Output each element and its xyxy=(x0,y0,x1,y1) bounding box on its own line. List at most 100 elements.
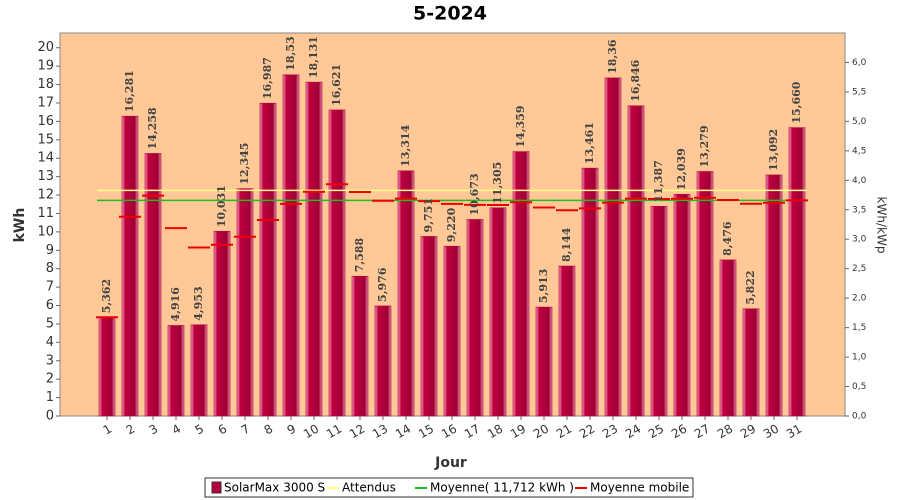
x-tick-label: 12 xyxy=(347,422,367,442)
value-label: 16,281 xyxy=(123,70,136,112)
value-label: 8,476 xyxy=(721,221,734,256)
chart-title: 5-2024 xyxy=(413,3,487,25)
bar xyxy=(604,77,622,417)
x-tick-label: 23 xyxy=(600,422,620,442)
value-label: 4,916 xyxy=(169,287,182,322)
y2-tick-label: 3,0 xyxy=(852,235,867,245)
legend: SolarMax 3000 S Attendus Moyenne( 11,712 k… xyxy=(204,477,694,498)
x-tick-label: 15 xyxy=(416,422,436,442)
bar xyxy=(650,206,668,417)
bar xyxy=(719,259,737,417)
y-tick-label: 4 xyxy=(46,335,54,350)
bar xyxy=(351,275,369,417)
bar xyxy=(512,151,530,417)
y2-tick-label: 0,0 xyxy=(852,412,867,422)
value-label: 11,387 xyxy=(652,160,665,202)
value-label: 5,822 xyxy=(744,270,757,304)
y2-axis-label: kWh/kWp xyxy=(875,197,889,254)
y-tick-label: 5 xyxy=(46,316,54,331)
value-label: 11,305 xyxy=(491,162,504,204)
value-label: 4,953 xyxy=(192,286,205,320)
x-tick-label: 17 xyxy=(462,422,482,442)
y-tick-label: 8 xyxy=(46,261,54,276)
value-label: 12,039 xyxy=(675,148,688,190)
value-label: 16,621 xyxy=(330,64,343,106)
y-tick-label: 16 xyxy=(37,114,54,129)
y2-tick-label: 2,0 xyxy=(852,294,867,304)
bar xyxy=(742,308,760,417)
x-tick-label: 31 xyxy=(784,422,804,442)
bar xyxy=(788,127,806,417)
x-tick-label: 21 xyxy=(554,422,574,442)
y-tick-label: 14 xyxy=(37,151,54,166)
y2-tick-label: 1,5 xyxy=(852,323,866,333)
bar xyxy=(98,316,116,417)
bar xyxy=(374,305,392,417)
y-tick-label: 13 xyxy=(37,169,54,184)
value-label: 8,144 xyxy=(560,227,573,262)
x-tick-label: 27 xyxy=(692,422,712,442)
x-tick-label: 13 xyxy=(370,422,390,442)
value-label: 9,220 xyxy=(445,207,458,242)
y2-tick-label: 3,5 xyxy=(852,205,866,215)
bar xyxy=(121,115,139,417)
x-tick-label: 11 xyxy=(324,422,344,442)
bar xyxy=(397,170,415,417)
x-tick-label: 3 xyxy=(147,422,161,438)
x-tick-label: 5 xyxy=(193,422,207,438)
y2-tick-label: 6,0 xyxy=(852,58,867,68)
y-tick-label: 7 xyxy=(46,280,54,295)
bar xyxy=(236,188,254,417)
value-label: 12,345 xyxy=(238,143,251,185)
x-tick-label: 28 xyxy=(715,422,735,442)
y-tick-label: 3 xyxy=(46,353,54,368)
legend-swatch xyxy=(211,481,222,494)
value-label: 18,36 xyxy=(606,39,619,74)
value-label: 7,588 xyxy=(353,237,366,272)
y-axis-label: kWh xyxy=(12,208,28,243)
value-label: 15,660 xyxy=(790,81,803,123)
value-label: 9,751 xyxy=(422,198,435,232)
value-label: 14,359 xyxy=(514,105,527,147)
value-label: 13,461 xyxy=(583,122,596,164)
value-label: 16,987 xyxy=(261,57,274,99)
bar xyxy=(213,230,231,417)
y2-tick-label: 2,5 xyxy=(852,264,866,274)
x-tick-label: 29 xyxy=(738,422,758,442)
bar xyxy=(420,236,438,417)
y2-tick-label: 5,0 xyxy=(852,117,867,127)
value-label: 13,092 xyxy=(767,129,780,171)
x-axis-label: Jour xyxy=(434,455,467,471)
bar xyxy=(489,207,507,417)
value-label: 13,314 xyxy=(399,124,412,166)
x-tick-label: 30 xyxy=(761,422,781,442)
value-label: 13,279 xyxy=(698,125,711,167)
x-tick-label: 25 xyxy=(646,422,666,442)
legend-box xyxy=(204,477,694,498)
x-tick-label: 2 xyxy=(124,422,138,438)
value-label: 5,913 xyxy=(537,269,550,303)
bar xyxy=(167,325,185,417)
x-tick-label: 9 xyxy=(285,422,299,438)
x-tick-label: 19 xyxy=(508,422,528,442)
legend-label: Moyenne mobile xyxy=(590,481,689,495)
y-tick-label: 6 xyxy=(46,298,54,313)
y-tick-label: 19 xyxy=(37,59,54,74)
y2-tick-label: 5,5 xyxy=(852,87,866,97)
y2-tick-label: 4,5 xyxy=(852,146,866,156)
y-tick-label: 20 xyxy=(37,40,54,55)
bar xyxy=(259,102,277,417)
value-label: 18,131 xyxy=(307,36,320,78)
x-tick-label: 6 xyxy=(216,422,230,438)
x-tick-label: 20 xyxy=(531,422,551,442)
bar xyxy=(282,74,300,417)
bar xyxy=(144,153,162,417)
value-label: 10,673 xyxy=(468,173,481,215)
x-tick-label: 16 xyxy=(439,422,459,442)
x-tick-label: 24 xyxy=(623,422,643,442)
y-tick-label: 18 xyxy=(37,77,54,92)
value-label: 18,53 xyxy=(284,36,297,70)
y2-tick-label: 0,5 xyxy=(852,382,866,392)
value-label: 10,031 xyxy=(215,185,228,227)
